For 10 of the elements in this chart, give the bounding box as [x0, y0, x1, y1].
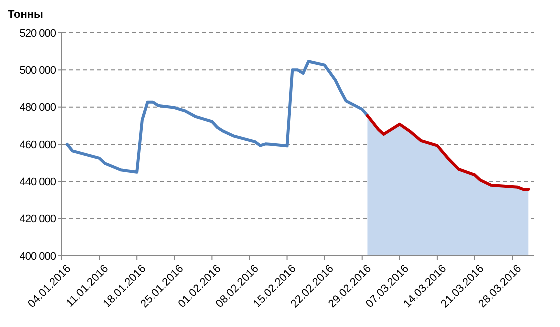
y-axis-title: Тонны	[8, 9, 44, 21]
y-tick-label: 480 000	[20, 102, 56, 114]
line-series	[366, 114, 530, 191]
y-tick-label: 500 000	[20, 65, 56, 78]
y-tick-label: 440 000	[20, 176, 56, 189]
y-tick-label: 420 000	[20, 214, 56, 226]
y-tick-label: 400 000	[20, 250, 56, 263]
y-tick-label: 520 000	[20, 28, 56, 40]
line-series	[66, 60, 370, 174]
y-tick-label: 460 000	[20, 139, 56, 152]
